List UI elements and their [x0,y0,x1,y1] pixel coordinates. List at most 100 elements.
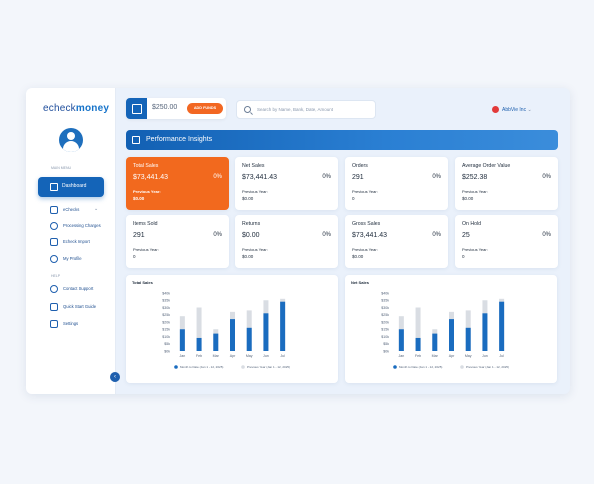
bar-month-to-date [230,319,235,351]
dashboard-icon [50,183,58,191]
card-on-hold[interactable]: On Hold 25 0% Previous Year: 0 [455,215,558,268]
x-tick-label: Jan [398,354,404,358]
wallet-icon [126,98,147,119]
y-tick-label: $30k [162,306,170,310]
legend-swatch-current [393,365,397,369]
performance-banner: Performance Insights [126,130,558,150]
y-tick-label: $5k [164,342,170,346]
card-orders[interactable]: Orders 291 0% Previous Year: 0 [345,157,448,210]
y-tick-label: $35k [381,299,389,303]
company-avatar-icon [492,106,499,113]
legend-swatch-previous [241,365,245,369]
legend-label-current: Month to Date (Jan 1 - 12, 2025) [399,365,442,369]
user-menu[interactable]: AbbVie Inc ⌄ [492,106,532,113]
bar-month-to-date [499,301,505,351]
bar-month-to-date [482,313,488,351]
x-tick-label: Jun [263,354,269,358]
y-tick-label: $25k [162,313,170,317]
chart-title: Total Sales [132,280,153,285]
card-returns[interactable]: Returns $0.00 0% Previous Year: $0.00 [235,215,338,268]
x-tick-label: Mar [432,354,439,358]
total-sales-chart: $0k $5k $10k $15k $20k $25k $30k $35k $40k Jan Feb… [162,291,290,369]
bar-month-to-date [213,333,219,351]
x-tick-label: May [246,354,253,358]
help-label: HELP [51,274,61,278]
x-tick-label: Jan [179,354,185,358]
main-menu-label: MAIN MENU [51,166,72,170]
card-average-order-value[interactable]: Average Order Value $252.38 0% Previous … [455,157,558,210]
brand-logo[interactable]: echeckmoney [43,103,110,114]
net-sales-chart-card: Net Sales $0k $5k $10k $15k $20k $25k $30k $35k… [345,275,557,383]
bar-month-to-date [246,327,252,351]
y-tick-label: $10k [162,335,170,339]
search-placeholder: Search by Name, Bank, Date, Amount [257,107,334,112]
legend-swatch-current [174,365,178,369]
collapse-sidebar-button[interactable]: ‹ [110,372,120,382]
bar-month-to-date [415,337,421,351]
bar-month-to-date [196,337,202,351]
import-icon [50,238,58,246]
check-icon [50,206,58,214]
legend-label-current: Month to Date (Jan 1 - 12, 2025) [180,365,223,369]
wallet-widget: $250.00 ADD FUNDS [126,98,226,119]
phone-icon [50,285,58,293]
legend-label-previous: Previous Year (Jan 1 - 12, 2025) [247,365,290,369]
card-gross-sales[interactable]: Gross Sales $73,441.43 0% Previous Year:… [345,215,448,268]
x-tick-label: Feb [415,354,421,358]
guide-icon [50,303,58,311]
chart-title: Net Sales [351,280,370,285]
legend-swatch-previous [460,365,464,369]
card-total-sales[interactable]: Total Sales $73,441.43 0% Previous Year:… [126,157,229,210]
settings-icon [50,320,58,328]
x-tick-label: Jul [499,354,504,358]
y-tick-label: $15k [162,328,170,332]
balance-amount: $250.00 [152,104,178,111]
y-tick-label: $40k [381,291,389,295]
grid-icon [132,136,140,144]
total-sales-chart-card: Total Sales $0k $5k $10k $15k $20k $25k $30k $3… [126,275,338,383]
card-items-sold[interactable]: Items Sold 291 0% Previous Year: 0 [126,215,229,268]
card-net-sales[interactable]: Net Sales $73,441.43 0% Previous Year: $… [235,157,338,210]
x-tick-label: Apr [449,354,455,358]
y-tick-label: $5k [383,342,389,346]
y-tick-label: $35k [162,299,170,303]
sidebar-item-dashboard[interactable]: Dashboard [38,177,104,197]
bar-month-to-date [179,329,185,351]
y-tick-label: $0k [383,349,389,353]
y-tick-label: $20k [162,320,170,324]
x-tick-label: Jun [482,354,488,358]
x-tick-label: Apr [230,354,236,358]
app-window: echeckmoney MAIN MENU Dashboard eChecks … [26,88,570,394]
sidebar: echeckmoney MAIN MENU Dashboard eChecks … [26,88,116,394]
chevron-left-icon: ‹ [114,374,116,380]
bar-month-to-date [263,313,269,351]
y-tick-label: $10k [381,335,389,339]
x-tick-label: Mar [213,354,220,358]
add-funds-button[interactable]: ADD FUNDS [187,103,223,114]
bar-month-to-date [465,327,471,351]
y-tick-label: $0k [164,349,170,353]
x-tick-label: Feb [196,354,202,358]
bar-month-to-date [398,329,404,351]
legend-label-previous: Previous Year (Jan 1 - 12, 2025) [466,365,509,369]
x-tick-label: May [465,354,472,358]
x-tick-label: Jul [280,354,285,358]
search-input[interactable]: Search by Name, Bank, Date, Amount [236,100,376,119]
dollar-icon [50,222,58,230]
bar-month-to-date [449,319,454,351]
chevron-down-icon: ⌄ [94,206,99,212]
user-avatar-icon[interactable] [59,128,83,152]
banner-title: Performance Insights [146,136,213,143]
search-icon [244,106,251,113]
chevron-down-icon: ⌄ [527,106,532,113]
y-tick-label: $40k [162,291,170,295]
net-sales-chart: $0k $5k $10k $15k $20k $25k $30k $35k $40k Jan Feb… [381,291,509,369]
bar-month-to-date [432,333,438,351]
y-tick-label: $15k [381,328,389,332]
y-tick-label: $20k [381,320,389,324]
y-tick-label: $25k [381,313,389,317]
bar-previous-year [196,307,202,351]
user-icon [50,255,58,263]
y-tick-label: $30k [381,306,389,310]
bar-previous-year [415,307,421,351]
